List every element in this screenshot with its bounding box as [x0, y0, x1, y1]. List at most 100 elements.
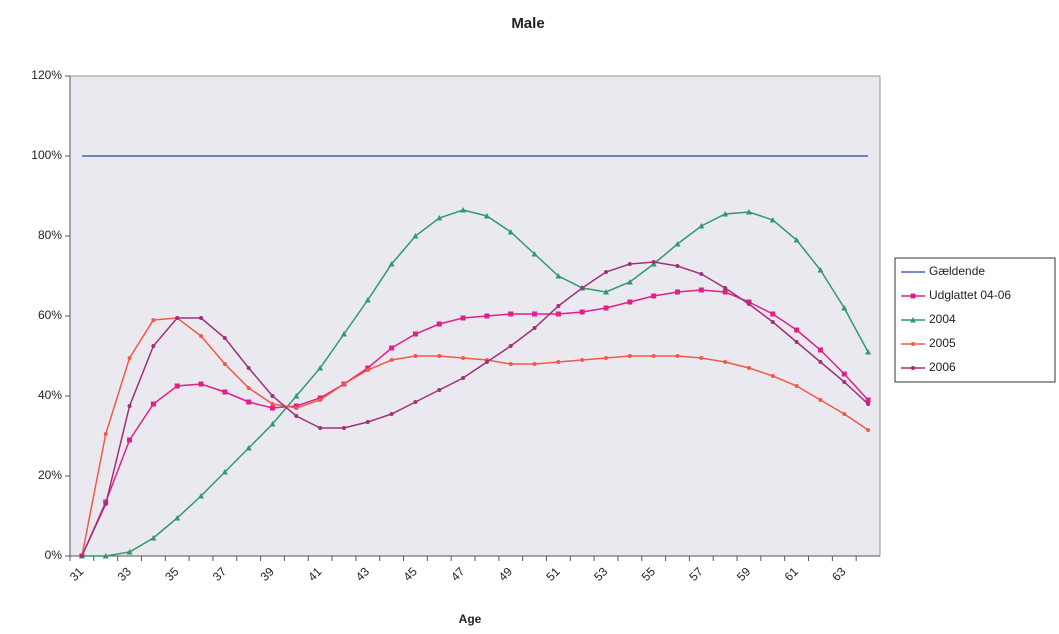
marker — [794, 384, 799, 388]
marker — [910, 293, 916, 299]
marker — [651, 354, 656, 358]
legend-label: 2006 — [929, 360, 956, 374]
marker — [866, 402, 871, 406]
marker — [222, 389, 228, 395]
marker — [294, 406, 299, 410]
marker — [174, 515, 181, 521]
marker — [604, 356, 609, 360]
marker — [174, 383, 180, 389]
marker — [412, 331, 418, 337]
series-line — [81, 209, 869, 557]
marker — [221, 469, 228, 475]
marker — [580, 286, 585, 290]
marker — [437, 354, 442, 358]
marker — [604, 270, 609, 274]
marker — [627, 299, 633, 305]
marker — [103, 502, 108, 506]
marker — [151, 318, 156, 322]
marker — [436, 321, 442, 327]
marker — [722, 211, 729, 217]
marker — [556, 304, 561, 308]
marker — [269, 421, 276, 427]
y-tick-label: 20% — [38, 468, 62, 482]
marker — [317, 365, 324, 371]
y-tick-label: 60% — [38, 308, 62, 322]
x-tick-label: 35 — [162, 564, 182, 584]
marker — [508, 344, 513, 348]
marker — [532, 362, 537, 366]
x-tick-label: 37 — [210, 564, 230, 584]
y-tick-label: 120% — [31, 68, 62, 82]
marker — [675, 289, 680, 295]
marker — [199, 316, 204, 320]
marker — [150, 401, 156, 407]
marker — [389, 412, 394, 416]
marker — [674, 241, 681, 247]
marker — [723, 360, 728, 364]
marker — [675, 354, 680, 358]
marker — [126, 549, 133, 555]
marker — [150, 535, 157, 541]
marker — [389, 345, 395, 351]
marker — [699, 272, 704, 276]
marker — [841, 371, 847, 377]
marker — [389, 358, 394, 362]
marker — [340, 331, 347, 337]
series-line — [81, 289, 869, 557]
x-tick-label: 43 — [353, 564, 373, 584]
marker — [388, 261, 395, 267]
marker — [555, 273, 562, 279]
marker — [294, 414, 299, 418]
marker — [127, 356, 132, 360]
marker — [818, 360, 823, 364]
x-tick-label: 31 — [67, 564, 87, 584]
marker — [793, 237, 800, 243]
marker — [484, 360, 489, 364]
marker — [627, 354, 632, 358]
marker — [483, 213, 490, 219]
y-tick-label: 100% — [31, 148, 62, 162]
marker — [556, 360, 561, 364]
marker — [199, 334, 204, 338]
marker — [270, 394, 275, 398]
marker — [627, 262, 632, 266]
marker — [364, 297, 371, 303]
marker — [127, 437, 133, 443]
marker — [866, 428, 871, 432]
marker — [413, 354, 418, 358]
marker — [699, 356, 704, 360]
marker — [341, 426, 346, 430]
series-line — [81, 261, 869, 557]
marker — [508, 362, 513, 366]
marker — [318, 426, 323, 430]
marker — [841, 305, 848, 311]
x-axis-label: Age — [459, 612, 482, 626]
marker — [175, 316, 180, 320]
marker — [198, 493, 205, 499]
marker — [675, 264, 680, 268]
legend-label: Gældende — [929, 264, 985, 278]
marker — [723, 286, 728, 290]
marker — [865, 349, 872, 355]
marker — [794, 340, 799, 344]
marker — [579, 309, 585, 315]
marker — [770, 374, 775, 378]
marker — [770, 320, 775, 324]
marker — [222, 336, 227, 340]
marker — [603, 289, 610, 295]
x-tick-label: 55 — [639, 564, 659, 584]
marker — [603, 305, 609, 311]
marker — [532, 326, 537, 330]
x-tick-label: 45 — [400, 564, 420, 584]
marker — [245, 445, 252, 451]
marker — [911, 342, 915, 346]
marker — [865, 397, 871, 403]
marker — [318, 398, 323, 402]
x-tick-label: 59 — [734, 564, 754, 584]
marker — [436, 215, 443, 221]
marker — [127, 404, 132, 408]
marker — [532, 311, 538, 317]
x-tick-label: 47 — [448, 564, 468, 584]
y-tick-label: 40% — [38, 388, 62, 402]
marker — [910, 317, 916, 323]
